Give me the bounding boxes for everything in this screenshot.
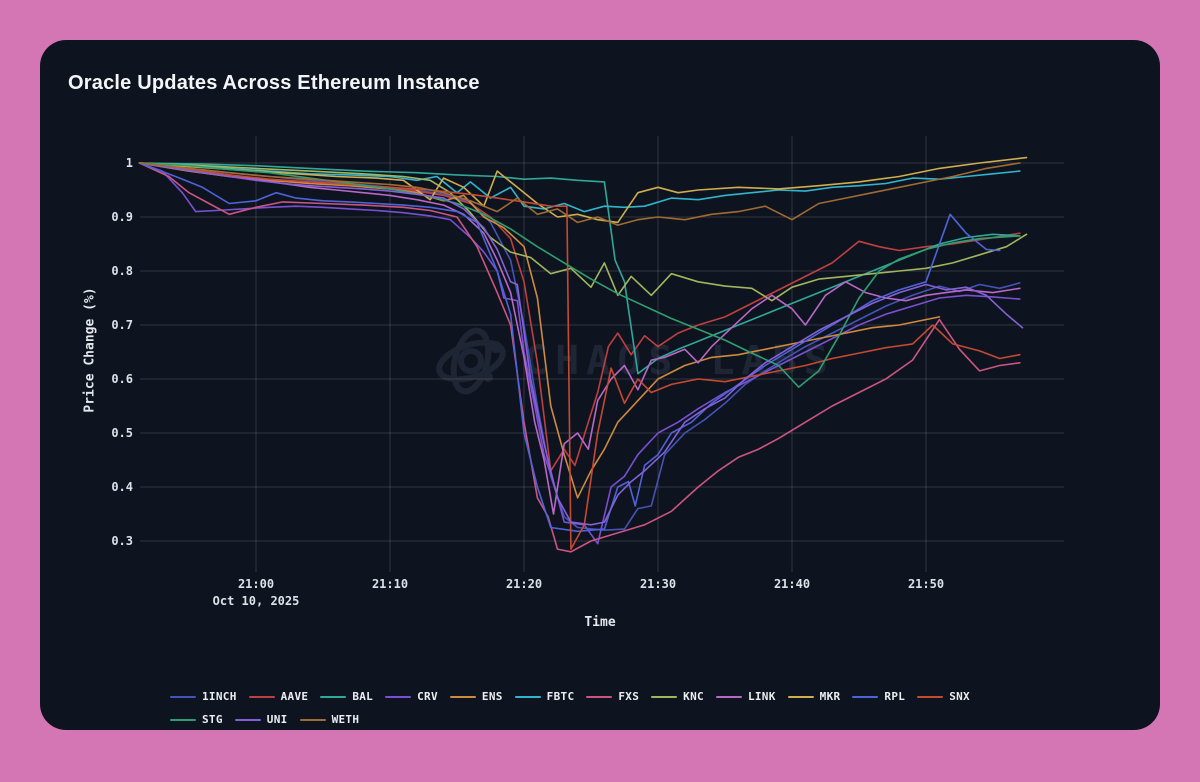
series-line-MKR[interactable] [138,156,1028,224]
chart-legend: 1INCH AAVE BAL CRV ENS FBTC FXS KNC LINK MKR RPL SN… [170,690,1015,726]
y-tick-label: 0.3 [111,534,133,548]
legend-swatch-RPL [852,695,879,698]
x-axis-title: Time [584,615,616,630]
legend-swatch-FXS [586,695,613,698]
legend-label: SNX [949,690,970,703]
x-tick-date-label: Oct 10, 2025 [213,594,300,608]
legend-item-FXS[interactable]: FXS [586,690,639,703]
legend-item-SNX[interactable]: SNX [917,690,970,703]
legend-item-1INCH[interactable]: 1INCH [170,690,237,703]
legend-swatch-WETH [299,718,326,721]
y-tick-label: 0.4 [111,480,133,494]
legend-item-BAL[interactable]: BAL [320,690,373,703]
legend-label: LINK [747,690,776,703]
series-line-KNC[interactable] [138,162,1028,302]
legend-swatch-1INCH [170,695,196,698]
series-line-STG[interactable] [138,162,1021,388]
legend-label: FXS [618,690,640,703]
y-tick-label: 0.7 [111,318,133,332]
legend-label: MKR [819,690,841,703]
x-tick-label: 21:10 [372,577,408,591]
legend-swatch-CRV [385,695,412,698]
legend-label: UNI [266,713,288,726]
legend-item-MKR[interactable]: MKR [787,690,841,703]
legend-swatch-UNI [234,718,261,721]
legend-swatch-ENS [449,695,476,698]
series-line-CRV[interactable] [138,162,1021,545]
plot-area[interactable]: 1 0.9 0.8 0.7 0.6 0.5 0.4 0.3 21:00 Oct 10, 2025 2… [40,40,1160,730]
y-axis-title: Price Change (%) [82,287,98,413]
legend-label: 1INCH [202,690,237,703]
price-chart[interactable]: CHAOS LABS 1 0.9 0.8 0.7 0.6 0.5 0.4 0.3 21:00 Oc… [40,40,1160,730]
x-tick-label: 21:50 [908,577,944,591]
legend-label: BAL [352,690,374,703]
x-tick-label: 21:30 [640,577,676,591]
legend-item-LINK[interactable]: LINK [715,690,776,703]
series-line-SNX[interactable] [138,162,1021,550]
legend-label: ENS [481,690,503,703]
y-tick-label: 0.6 [111,372,133,386]
legend-swatch-BAL [320,695,347,698]
series-line-FBTC[interactable] [138,162,1021,213]
x-tick-label: 21:40 [774,577,810,591]
series-line-FXS[interactable] [138,162,1021,553]
legend-label: KNC [683,690,704,703]
y-tick-label: 0.8 [111,264,133,278]
legend-swatch-MKR [787,695,814,698]
legend-item-WETH[interactable]: WETH [299,713,360,726]
y-tick-label: 0.9 [111,210,133,224]
series-line-UNI[interactable] [138,162,1024,526]
legend-swatch-KNC [651,695,678,698]
legend-label: STG [202,713,223,726]
series-line-ENS[interactable] [138,162,941,499]
x-tick-label: 21:20 [506,577,542,591]
y-tick-label: 0.5 [111,426,133,440]
legend-swatch-FBTC [514,695,541,698]
legend-item-RPL[interactable]: RPL [852,690,905,703]
series-line-LINK[interactable] [138,162,1021,515]
legend-item-KNC[interactable]: KNC [651,690,704,703]
legend-label: AAVE [280,690,309,703]
legend-item-STG[interactable]: STG [170,713,223,726]
legend-label: RPL [884,690,906,703]
page-title: Oracle Updates Across Ethereum Instance [68,72,480,94]
chart-card: CHAOS LABS 1 0.9 0.8 0.7 0.6 0.5 0.4 0.3 21:00 Oc… [40,40,1160,730]
y-tick-label: 1 [126,156,133,170]
x-tick-label: 21:00 [238,577,274,591]
legend-label: CRV [417,690,438,703]
legend-item-CRV[interactable]: CRV [385,690,438,703]
legend-item-ENS[interactable]: ENS [449,690,503,703]
series-line-RPL[interactable] [138,162,1001,533]
legend-swatch-LINK [715,695,742,698]
series-line-1INCH[interactable] [138,162,1021,532]
legend-label: FBTC [546,690,575,703]
legend-item-UNI[interactable]: UNI [234,713,288,726]
legend-item-AAVE[interactable]: AAVE [248,690,309,703]
legend-item-FBTC[interactable]: FBTC [514,690,575,703]
legend-swatch-STG [170,718,196,721]
series-line-WETH[interactable] [138,162,1021,226]
legend-swatch-AAVE [248,695,275,698]
legend-swatch-SNX [917,695,944,698]
legend-label: WETH [331,713,360,726]
